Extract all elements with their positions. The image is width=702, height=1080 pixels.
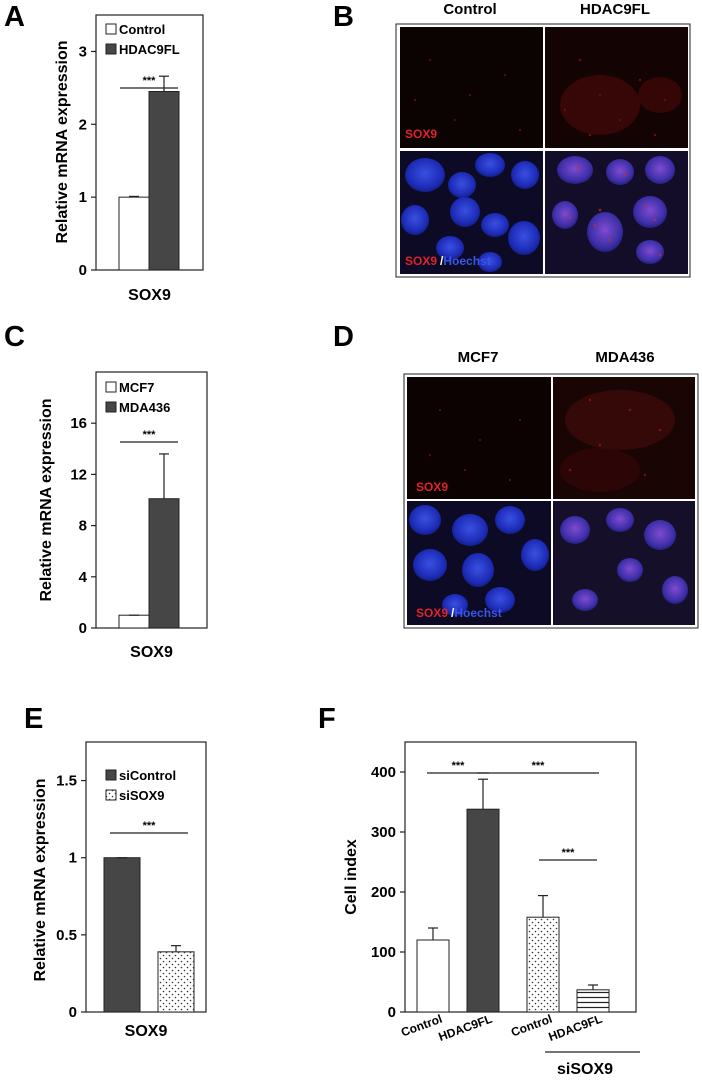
chart-a: 0 1 2 3 Relative mRNA expression Control HDAC9…: [54, 14, 204, 304]
y-tick-label: 12: [70, 466, 87, 483]
y-tick-label: 3: [79, 43, 87, 60]
significance-label: ***: [143, 75, 157, 87]
column-header-control: Control: [443, 1, 496, 18]
stain-label-marker: SOX9: [416, 606, 448, 620]
y-axis-label: Cell index: [343, 839, 360, 915]
group-label: siSOX9: [557, 1061, 613, 1078]
red-glow: [638, 77, 682, 113]
column-header-hdac9fl: HDAC9FL: [580, 1, 650, 18]
red-glow: [565, 390, 675, 450]
bar: [118, 614, 150, 629]
bar: [157, 951, 195, 1013]
bar: [103, 857, 141, 1013]
panel-letter-f: F: [318, 703, 336, 735]
y-tick-label: 1: [69, 850, 77, 867]
plot-frame: [85, 741, 207, 1013]
y-tick-label: 0: [388, 1004, 396, 1021]
legend-swatch: [105, 23, 117, 35]
bar: [148, 498, 180, 629]
legend-swatch: [105, 789, 117, 801]
x-axis-label: SOX9: [125, 1023, 168, 1040]
bar: [526, 916, 560, 1013]
column-header-mda436: MDA436: [595, 349, 654, 366]
significance-label: ***: [452, 760, 466, 772]
y-axis-label: Relative mRNA expression: [32, 778, 49, 981]
legend-label: HDAC9FL: [119, 42, 180, 57]
y-tick-label: 0: [79, 262, 87, 279]
y-tick-label: 400: [371, 764, 396, 781]
bar: [576, 989, 610, 1013]
nuclei-cluster: [401, 153, 675, 272]
panel-letter-e: E: [24, 703, 43, 735]
y-axis-label: Relative mRNA expression: [38, 398, 55, 601]
significance-label: ***: [143, 820, 157, 832]
stain-label-sox9: SOX9: [416, 480, 448, 494]
bar: [416, 939, 450, 1013]
legend-label: siSOX9: [119, 788, 165, 803]
micrograph-panel-b: Control HDAC9FL SOX9: [395, 1, 691, 278]
chart-e: 0 0.5 1 1.5 Relative mRNA expression siContro…: [32, 741, 207, 1040]
stain-label-merge: SOX9/Hoechst: [405, 254, 491, 268]
red-speckles: [568, 166, 662, 257]
y-tick-label: 0: [69, 1004, 77, 1021]
micrograph-panel-d: MCF7 MDA436 SOX9: [403, 349, 699, 629]
stain-label-merge: SOX9/Hoechst: [416, 606, 502, 620]
legend-swatch: [105, 401, 117, 413]
y-tick-label: 200: [371, 884, 396, 901]
stain-label-counterstain: Hoechst: [443, 254, 490, 268]
chart-c: 0 4 8 12 16 Relative mRNA expression MCF7 MDA43…: [38, 371, 208, 661]
y-tick-label: 300: [371, 824, 396, 841]
nuclei-cluster: [409, 505, 688, 616]
panel-letter-d: D: [333, 321, 354, 353]
y-tick-label: 2: [79, 116, 87, 133]
red-glow: [560, 448, 640, 492]
significance-label: ***: [532, 760, 546, 772]
plot-frame: [404, 741, 637, 1013]
bar: [118, 196, 150, 271]
micrograph-b-control-sox9: [400, 27, 543, 148]
y-tick-label: 4: [79, 569, 88, 586]
stain-label-counterstain: Hoechst: [454, 606, 501, 620]
y-tick-label: 100: [371, 944, 396, 961]
y-axis-label: Relative mRNA expression: [54, 40, 71, 243]
legend-label: MDA436: [119, 400, 170, 415]
stain-label-sox9: SOX9: [405, 127, 437, 141]
legend-swatch: [105, 43, 117, 55]
legend-swatch: [105, 769, 117, 781]
y-tick-label: 1: [79, 189, 87, 206]
stain-label-separator: /: [451, 606, 455, 620]
significance-label: ***: [143, 429, 157, 441]
legend-swatch: [105, 381, 117, 393]
bar: [466, 808, 500, 1013]
micrograph-d-mcf7-sox9: [407, 377, 551, 499]
panel-letter-c: C: [4, 321, 25, 353]
column-header-mcf7: MCF7: [458, 349, 499, 366]
y-tick-label: 0: [79, 620, 87, 637]
y-tick-label: 16: [70, 415, 87, 432]
bar: [148, 91, 180, 271]
x-axis-label: SOX9: [128, 287, 171, 304]
panel-letter-b: B: [333, 1, 354, 33]
legend-label: MCF7: [119, 380, 154, 395]
stain-label-separator: /: [440, 254, 444, 268]
red-speckles: [429, 398, 662, 481]
y-tick-label: 0.5: [56, 927, 77, 944]
red-glow: [560, 75, 640, 135]
y-tick-label: 8: [79, 518, 87, 535]
stain-label-marker: SOX9: [405, 254, 437, 268]
legend-label: siControl: [119, 768, 176, 783]
significance-label: ***: [562, 847, 576, 859]
panel-letter-a: A: [4, 1, 25, 33]
x-axis-label: SOX9: [130, 644, 173, 661]
category-label: HDAC9FL: [437, 1012, 494, 1044]
legend-label: Control: [119, 22, 165, 37]
y-tick-label: 1.5: [56, 773, 77, 790]
category-label: HDAC9FL: [547, 1012, 604, 1044]
